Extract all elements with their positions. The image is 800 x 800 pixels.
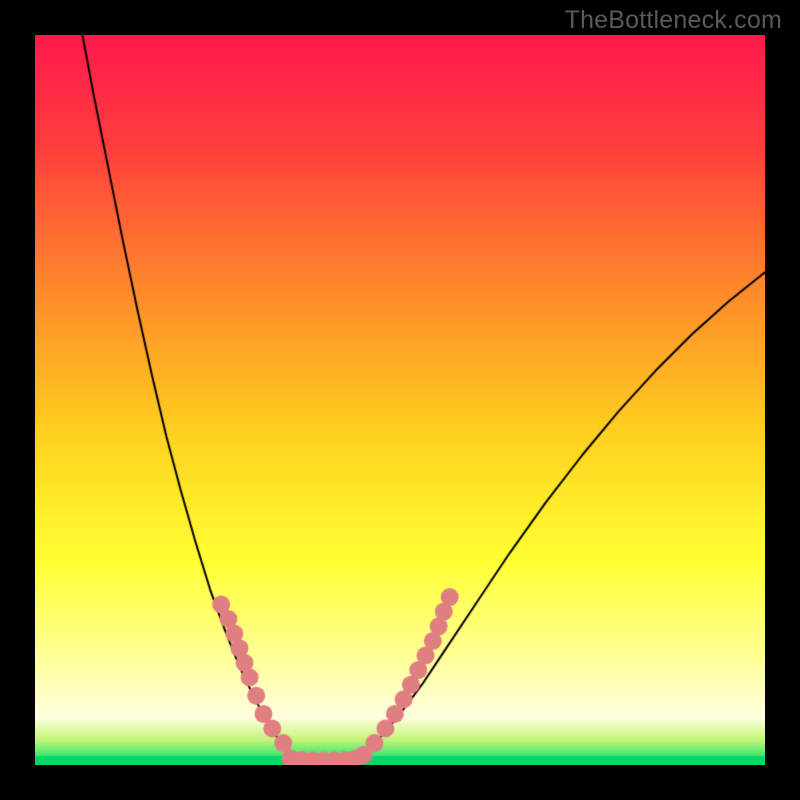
watermark-text: TheBottleneck.com	[565, 6, 782, 35]
bottleneck-v-curve-chart	[35, 35, 765, 765]
chart-root: TheBottleneck.com	[0, 0, 800, 800]
